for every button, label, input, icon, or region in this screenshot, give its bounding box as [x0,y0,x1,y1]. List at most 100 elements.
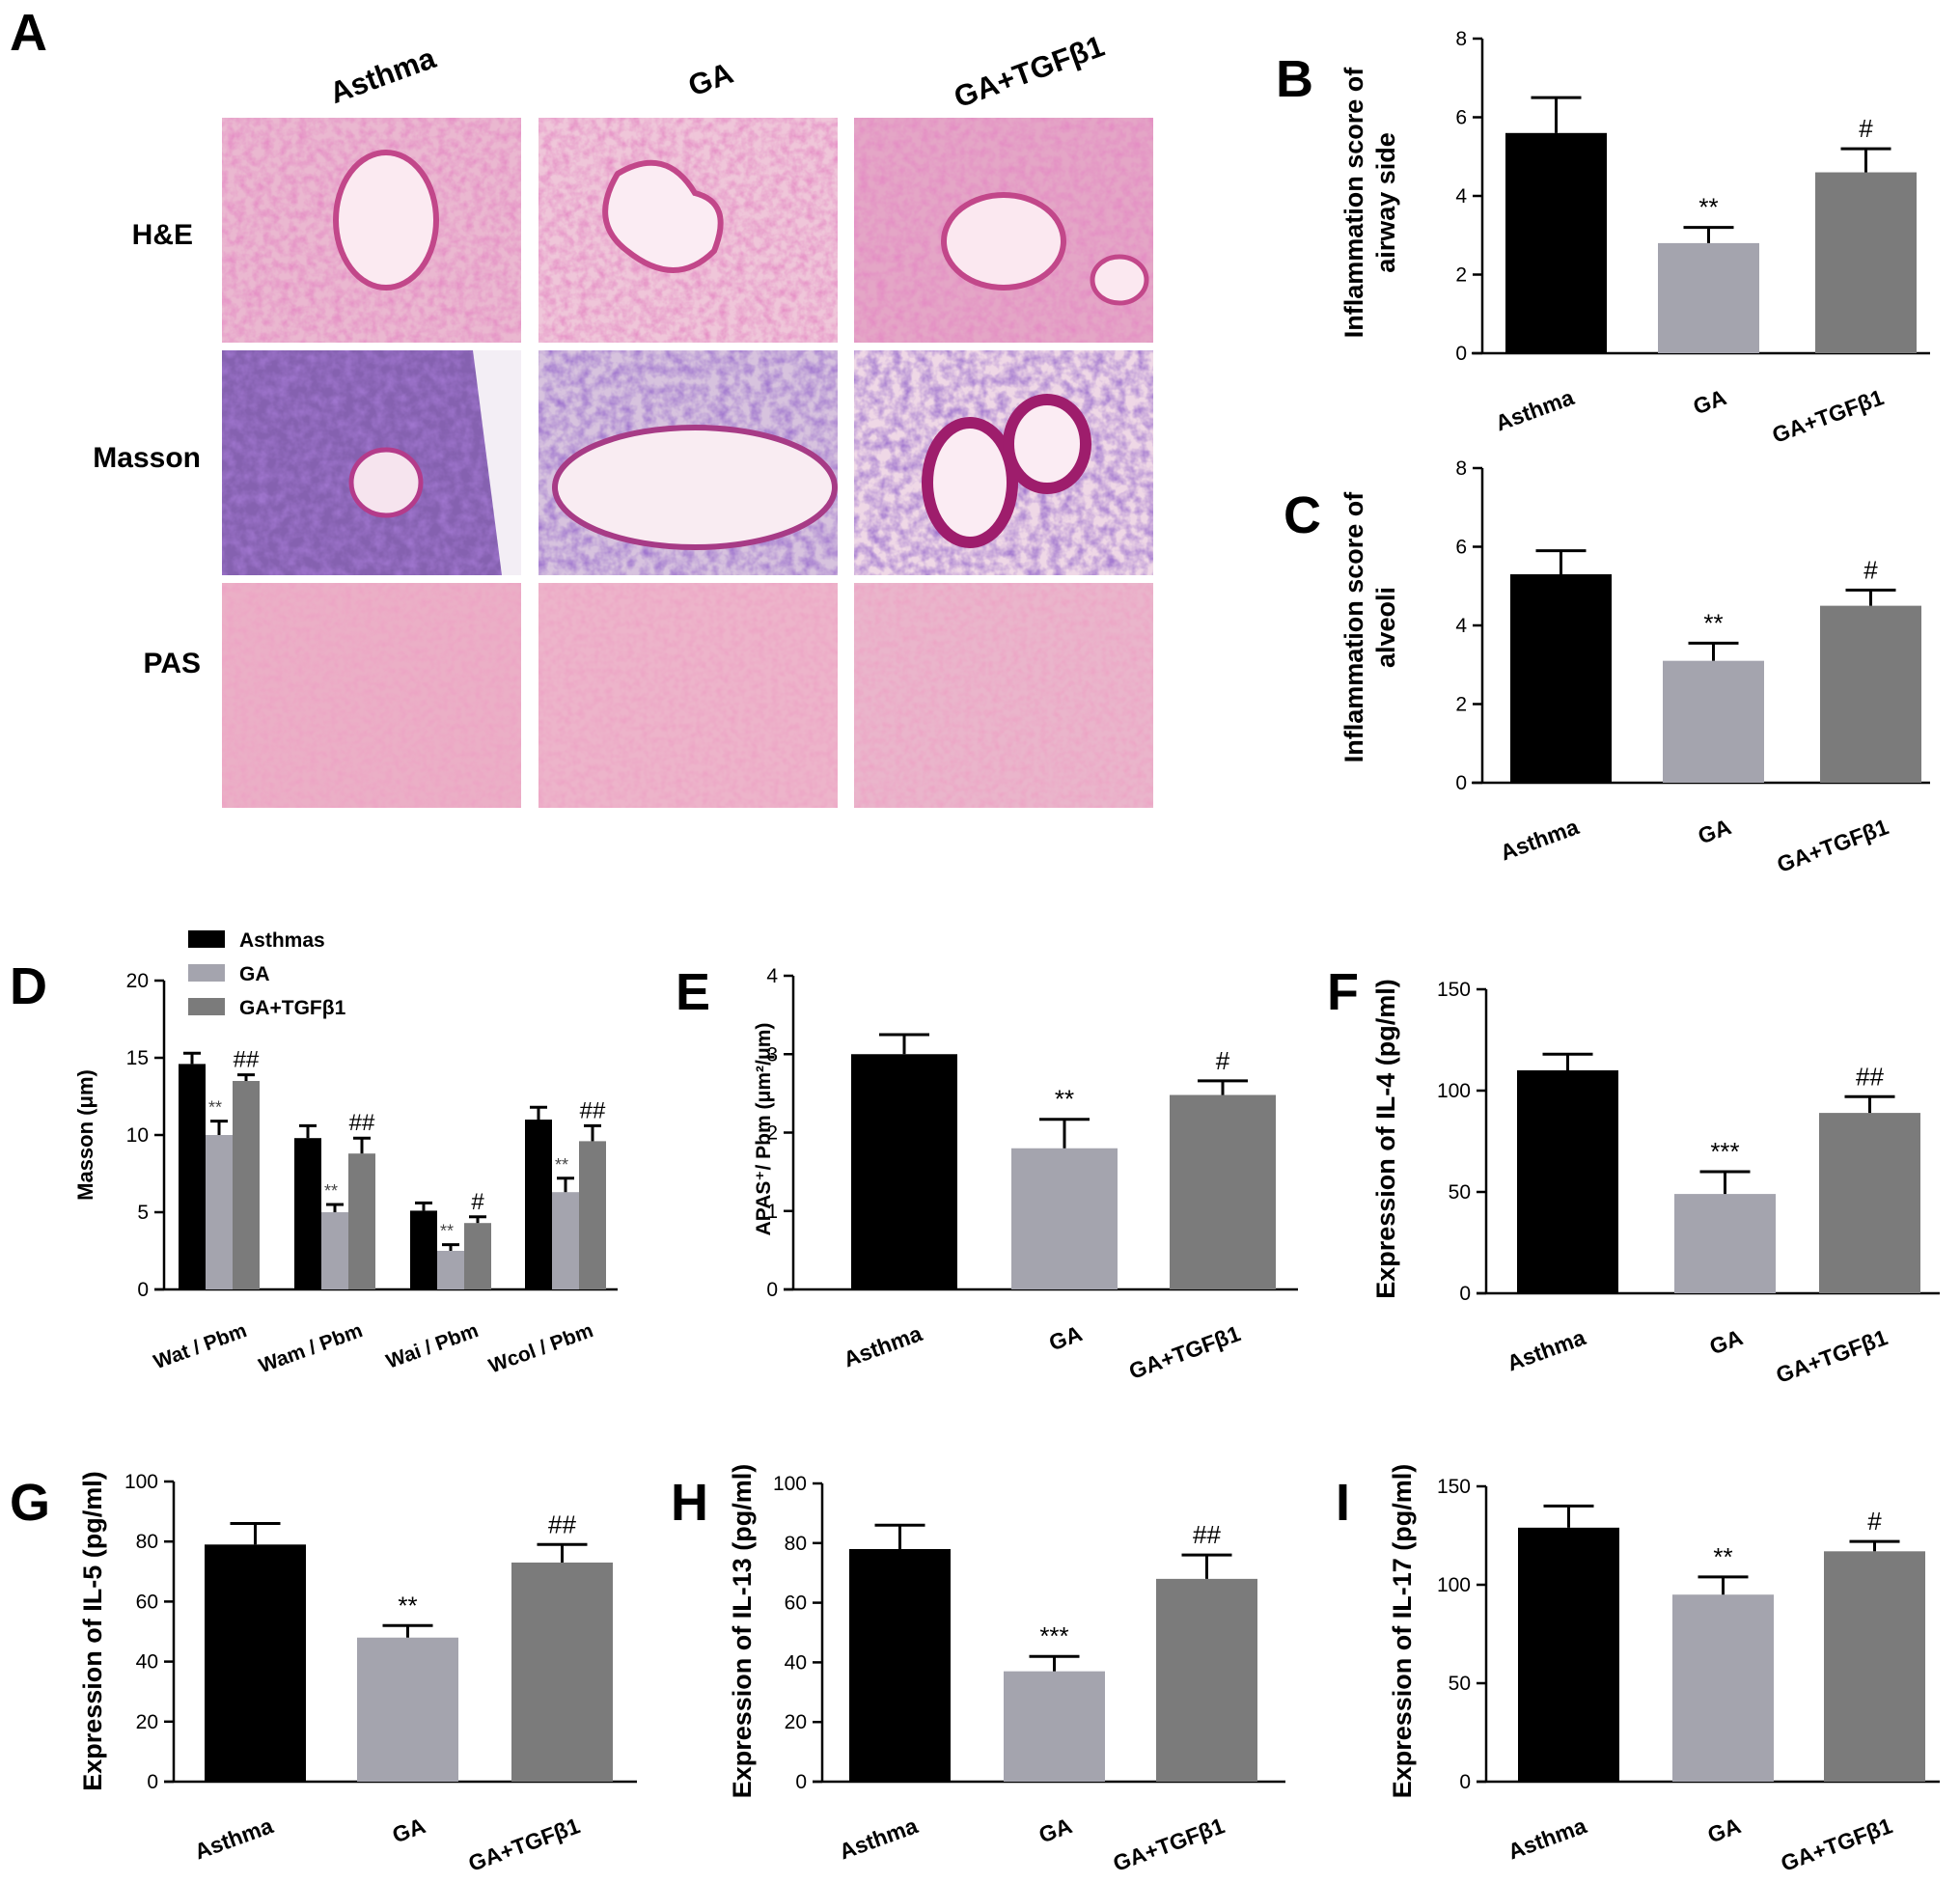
y-tick-label: 20 [126,970,149,992]
significance-label: ** [208,1098,222,1118]
y-tick-label: 4 [1455,185,1467,208]
y-tick-label: 2 [1455,694,1467,716]
micrograph-he-ga [538,118,838,343]
category-label: Asthma [841,1320,925,1371]
category-label: GA [1690,384,1729,419]
significance-label: # [1216,1046,1230,1075]
bar-1 [1663,660,1764,783]
y-tick-label: 4 [1455,615,1467,637]
y-axis-label-line: Masson (μm) [73,1069,97,1201]
significance-label: *** [1710,1137,1739,1166]
bar-0 [1510,574,1612,783]
row-label-he: H&E [132,219,193,251]
bar-0 [849,1548,951,1782]
significance-label: ** [398,1591,417,1620]
y-axis-label: Expression of IL-4 (pg/ml) [1371,979,1400,1299]
bar-0-1 [294,1138,321,1289]
y-tick-label: 10 [126,1124,149,1147]
y-tick-label: 5 [137,1202,149,1224]
category-label: GA+TGFβ1 [1773,1324,1891,1388]
category-label: GA [1706,1324,1746,1359]
significance-label: *** [1039,1621,1068,1650]
y-tick-label: 100 [773,1473,807,1495]
bar-1 [1011,1148,1118,1289]
significance-label: ## [548,1509,576,1538]
category-label: GA [389,1813,428,1847]
row-label-pas: PAS [144,648,201,679]
y-tick-label: 1 [766,1201,778,1223]
y-tick-label: 50 [1449,1673,1471,1695]
row-label-masson: Masson [93,442,201,474]
micrograph-he-asthma [222,118,521,343]
panel-f-chart: 0 50 100 150 Expression of IL-4 (pg/ml) F Asth… [1327,963,1940,1388]
y-axis-label-line: Inflammation score of [1339,67,1368,339]
bar-1 [1674,1194,1776,1293]
significance-label: ** [440,1222,454,1241]
panel-letter-g: G [10,1474,50,1532]
bar-1-1 [321,1212,348,1289]
legend-swatch-0 [188,930,225,948]
category-label: Wam / Pbm [256,1319,365,1377]
y-axis-label-line: airway side [1371,132,1400,273]
significance-label: # [1863,555,1878,584]
y-tick-label: 0 [1455,772,1467,794]
significance-label: # [1867,1507,1882,1536]
panel-letter-b: B [1276,50,1313,108]
significance-label: ## [349,1110,375,1136]
bar-2 [1815,172,1917,353]
y-tick-label: 80 [785,1533,807,1555]
bar-0 [205,1544,306,1782]
category-label: Asthma [191,1813,276,1864]
category-label: GA+TGFβ1 [1778,1813,1896,1876]
y-tick-label: 0 [1459,1771,1471,1793]
panel-a: A Asthma GA GA+TGFβ1 H&E Masson PAS [10,4,1153,808]
panel-c-chart: 0 2 4 6 8 Inflammation score of alveoli C Asthma… [1284,457,1930,877]
category-label: GA+TGFβ1 [1110,1813,1228,1876]
y-tick-label: 40 [136,1651,158,1674]
bar-2 [1820,605,1921,783]
significance-label: ** [1698,193,1718,222]
category-label: GA+TGFβ1 [465,1813,584,1876]
significance-label: ## [234,1047,260,1073]
y-tick-label: 100 [124,1471,158,1493]
bar-2-3 [579,1141,606,1289]
bar-1-3 [552,1192,579,1289]
significance-label: ## [1856,1062,1884,1091]
bar-2 [1170,1094,1276,1289]
panel-h-chart: 0 20 40 60 80 100 Expression of IL-13 (pg/ml) H… [671,1464,1285,1876]
bar-1-2 [437,1251,464,1289]
y-axis-label-line: alveoli [1371,587,1400,668]
y-axis-label-line: Expression of IL-13 (pg/ml) [728,1464,757,1799]
y-axis-label: Inflammation score of alveoli [1339,491,1400,763]
y-tick-label: 0 [147,1771,158,1793]
y-tick-label: 150 [1437,1476,1471,1498]
y-tick-label: 20 [785,1711,807,1733]
category-label: Asthma [1492,384,1577,435]
bar-2-0 [233,1081,260,1289]
panel-letter-h: H [671,1474,708,1532]
y-axis-label: Inflammation score of airway side [1339,67,1400,339]
significance-label: ## [580,1097,606,1123]
category-label: Wcol / Pbm [485,1319,595,1377]
significance-label: ** [1703,608,1723,637]
micrograph-masson-ga [538,350,838,575]
y-tick-label: 150 [1437,979,1471,1001]
panel-i-chart: 0 50 100 150 Expression of IL-17 (pg/ml) I Ast… [1336,1464,1940,1876]
column-label-ga-tgfb1: GA+TGFβ1 [950,29,1109,115]
y-axis-label-line: Inflammation score of [1339,491,1368,763]
y-tick-label: 6 [1455,107,1467,129]
y-tick-label: 0 [1459,1283,1471,1305]
y-axis-label-line: APAS⁺/ Pbm (μm²/μm) [753,1023,775,1236]
y-axis-label: Expression of IL-17 (pg/ml) [1388,1464,1417,1799]
y-tick-label: 100 [1437,1080,1471,1102]
bar-0-2 [410,1210,437,1289]
micrograph-masson-ga-tgfb1 [854,350,1153,575]
y-axis-label-line: Expression of IL-4 (pg/ml) [1371,979,1400,1299]
category-label: GA+TGFβ1 [1774,814,1892,877]
category-label: Wat / Pbm [151,1319,250,1373]
panel-letter-e: E [676,963,710,1021]
column-label-ga: GA [684,56,738,103]
y-tick-label: 3 [766,1043,778,1066]
y-tick-label: 60 [785,1592,807,1615]
